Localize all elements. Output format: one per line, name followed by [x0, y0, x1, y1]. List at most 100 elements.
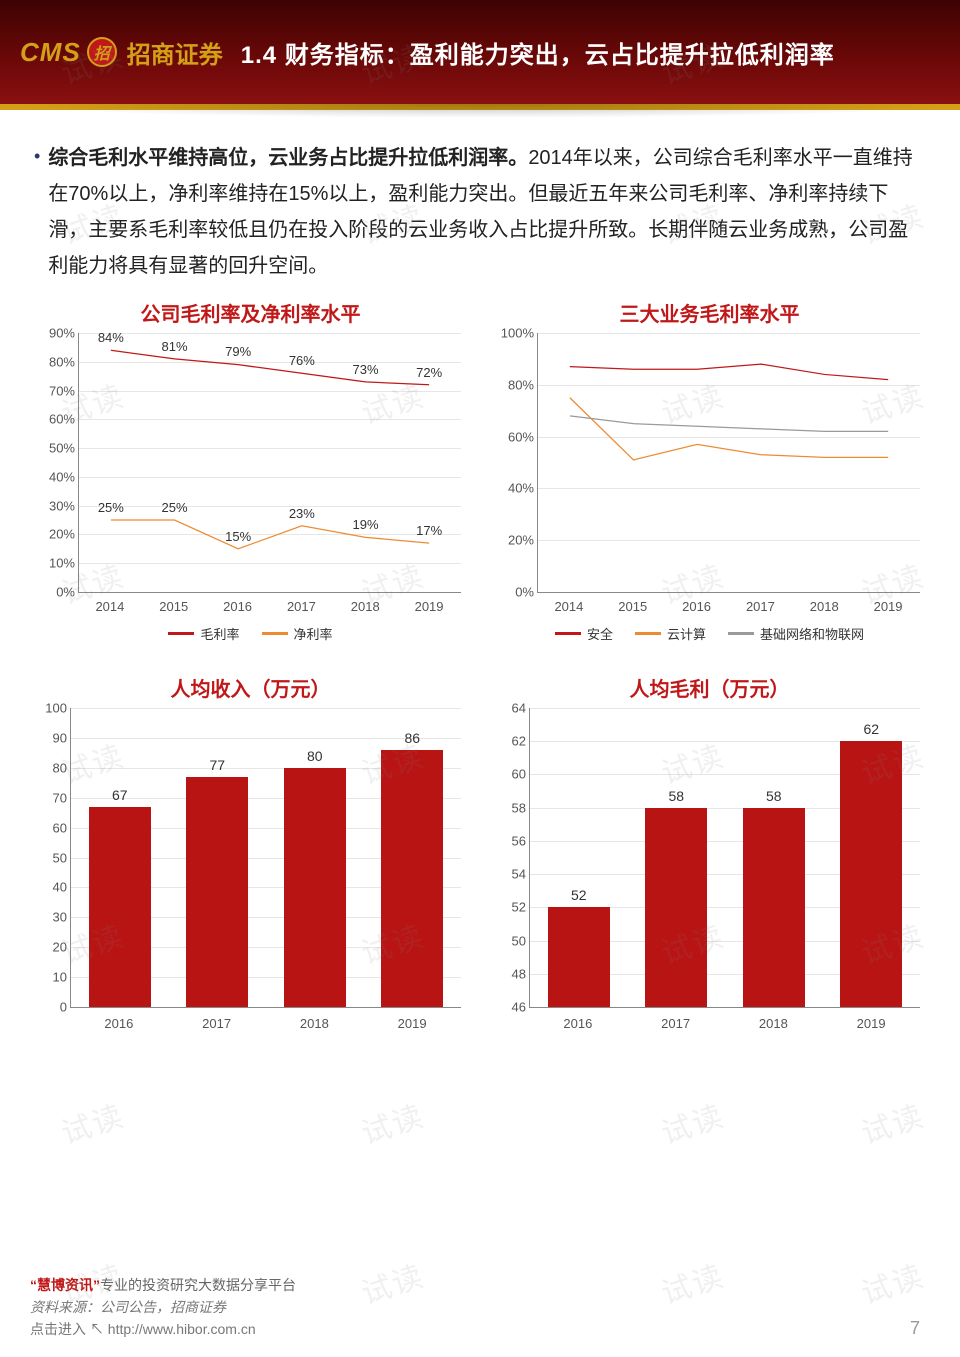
- y-tick-label: 40: [31, 880, 67, 895]
- page-number: 7: [910, 1318, 920, 1339]
- logo-coin-icon: 招: [87, 37, 117, 67]
- y-tick-label: 58: [490, 800, 526, 815]
- cursor-icon: ↖: [90, 1321, 104, 1337]
- legend-swatch-icon: [555, 632, 581, 635]
- chart4-title: 人均毛利（万元）: [493, 673, 926, 702]
- bullet-icon: •: [34, 142, 40, 170]
- legend-item: 基础网络和物联网: [728, 624, 864, 643]
- y-tick-label: 50: [490, 933, 526, 948]
- x-tick-label: 2016: [563, 1016, 592, 1031]
- x-tick-label: 2018: [300, 1016, 329, 1031]
- slide-title: 1.4 财务指标：盈利能力突出，云占比提升拉低利润率: [241, 35, 835, 70]
- legend-label: 云计算: [667, 624, 706, 643]
- bar-value-label: 77: [209, 757, 225, 773]
- paragraph-block: • 综合毛利水平维持高位，云业务占比提升拉低利润率。2014年以来，公司综合毛利…: [34, 140, 926, 284]
- y-tick-label: 80%: [31, 354, 75, 369]
- x-tick-label: 2014: [554, 599, 583, 614]
- legend-item: 安全: [555, 624, 613, 643]
- footer-platform-desc: 专业的投资研究大数据分享平台: [100, 1277, 296, 1293]
- legend-item: 云计算: [635, 624, 706, 643]
- x-tick-label: 2017: [746, 599, 775, 614]
- chart-revenue-per-capita: 人均收入（万元） 010203040506070809010067778086 …: [34, 673, 467, 1031]
- y-tick-label: 0%: [490, 585, 534, 600]
- y-tick-label: 0%: [31, 585, 75, 600]
- bar: 58: [645, 808, 707, 1007]
- footer-source: 资料来源：公司公告，招商证券: [30, 1297, 930, 1317]
- x-tick-label: 2018: [810, 599, 839, 614]
- x-tick-label: 2017: [287, 599, 316, 614]
- bar: 62: [840, 741, 902, 1007]
- y-tick-label: 40%: [31, 469, 75, 484]
- y-tick-label: 46: [490, 1000, 526, 1015]
- y-tick-label: 50%: [31, 441, 75, 456]
- chart1-xaxis: 201420152016201720182019: [78, 599, 461, 614]
- chart3-plot: 010203040506070809010067778086: [70, 708, 461, 1008]
- y-tick-label: 60%: [490, 429, 534, 444]
- watermark-text: 试读: [355, 1091, 429, 1153]
- y-tick-label: 62: [490, 734, 526, 749]
- footer-link-prefix: 点击进入: [30, 1321, 86, 1337]
- chart3-title: 人均收入（万元）: [34, 673, 467, 702]
- chart1-legend: 毛利率净利率: [34, 624, 467, 643]
- bar: 77: [186, 777, 248, 1007]
- y-tick-label: 20: [31, 940, 67, 955]
- chart-segment-margins: 三大业务毛利率水平 0%20%40%60%80%100% 20142015201…: [493, 298, 926, 643]
- bar: 86: [381, 750, 443, 1007]
- y-tick-label: 80: [31, 760, 67, 775]
- bar-value-label: 80: [307, 748, 323, 764]
- watermark-text: 试读: [55, 1091, 129, 1153]
- bar-value-label: 86: [404, 730, 420, 746]
- x-tick-label: 2015: [618, 599, 647, 614]
- y-tick-label: 64: [490, 701, 526, 716]
- bar-value-label: 58: [766, 788, 782, 804]
- bar: 52: [548, 907, 610, 1007]
- y-tick-label: 80%: [490, 377, 534, 392]
- chart4-plot: 4648505254565860626452585862: [529, 708, 920, 1008]
- chart3-xaxis: 2016 2017 2018 2019: [70, 1016, 461, 1031]
- footer-platform: “慧博资讯”专业的投资研究大数据分享平台: [30, 1275, 930, 1295]
- x-tick-label: 2016: [682, 599, 711, 614]
- footer-platform-name: “慧博资讯”: [30, 1277, 100, 1293]
- y-tick-label: 56: [490, 833, 526, 848]
- y-tick-label: 20%: [31, 527, 75, 542]
- footer-link-line: 点击进入 ↖ http://www.hibor.com.cn: [30, 1319, 930, 1339]
- y-tick-label: 60%: [31, 412, 75, 427]
- legend-swatch-icon: [728, 632, 754, 635]
- y-tick-label: 90%: [31, 326, 75, 341]
- y-tick-label: 100%: [490, 326, 534, 341]
- x-tick-label: 2017: [202, 1016, 231, 1031]
- x-tick-label: 2015: [159, 599, 188, 614]
- bar-value-label: 52: [571, 887, 587, 903]
- y-tick-label: 10%: [31, 556, 75, 571]
- paragraph-text: 综合毛利水平维持高位，云业务占比提升拉低利润率。2014年以来，公司综合毛利率水…: [48, 140, 926, 284]
- brand-logo: CMS 招 招商证券: [20, 35, 223, 70]
- x-tick-label: 2018: [759, 1016, 788, 1031]
- slide-body: • 综合毛利水平维持高位，云业务占比提升拉低利润率。2014年以来，公司综合毛利…: [0, 110, 960, 1031]
- chart4-xaxis: 2016 2017 2018 2019: [529, 1016, 920, 1031]
- chart2-xaxis: 201420152016201720182019: [537, 599, 920, 614]
- chart2-legend: 安全 云计算 基础网络和物联网: [493, 624, 926, 643]
- legend-item: 毛利率: [168, 624, 239, 643]
- x-tick-label: 2019: [415, 599, 444, 614]
- footer-url[interactable]: http://www.hibor.com.cn: [108, 1321, 256, 1337]
- y-tick-label: 20%: [490, 533, 534, 548]
- legend-swatch-icon: [635, 632, 661, 635]
- watermark-text: 试读: [655, 1091, 729, 1153]
- x-tick-label: 2016: [223, 599, 252, 614]
- x-tick-label: 2019: [857, 1016, 886, 1031]
- legend-label: 基础网络和物联网: [760, 624, 864, 643]
- y-tick-label: 0: [31, 1000, 67, 1015]
- legend-label: 毛利率: [200, 624, 239, 643]
- chart2-plot: 0%20%40%60%80%100%: [537, 333, 920, 593]
- x-tick-label: 2017: [661, 1016, 690, 1031]
- x-tick-label: 2019: [398, 1016, 427, 1031]
- slide-footer: “慧博资讯”专业的投资研究大数据分享平台 资料来源：公司公告，招商证券 点击进入…: [0, 1267, 960, 1357]
- y-tick-label: 60: [31, 820, 67, 835]
- y-tick-label: 10: [31, 970, 67, 985]
- y-tick-label: 90: [31, 730, 67, 745]
- y-tick-label: 30%: [31, 498, 75, 513]
- bar-value-label: 62: [863, 721, 879, 737]
- x-tick-label: 2016: [104, 1016, 133, 1031]
- y-tick-label: 48: [490, 966, 526, 981]
- y-tick-label: 60: [490, 767, 526, 782]
